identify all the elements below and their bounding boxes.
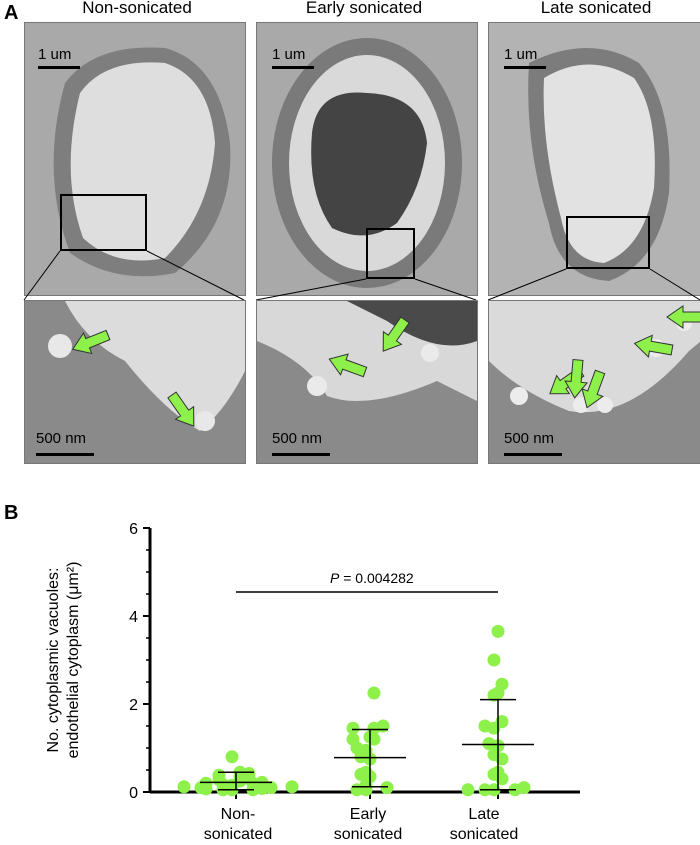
p-symbol: P bbox=[330, 570, 340, 586]
category-label-non-sonicated: Non- sonicated bbox=[178, 805, 298, 845]
zoom-box-early-sonicated bbox=[366, 228, 415, 279]
category-label-line: sonicated bbox=[449, 826, 519, 843]
em-image-late-sonicated-overview bbox=[488, 22, 700, 296]
scale-bar-top-2 bbox=[272, 66, 314, 69]
category-label-line: Early bbox=[349, 806, 387, 823]
scale-label-top-1: 1 um bbox=[38, 46, 72, 63]
data-point bbox=[199, 776, 213, 790]
data-point bbox=[225, 750, 239, 764]
data-point bbox=[495, 677, 509, 691]
data-point bbox=[517, 781, 531, 795]
scale-bar-bottom-3 bbox=[504, 453, 562, 456]
scale-bar-top-3 bbox=[504, 66, 546, 69]
data-point bbox=[487, 653, 501, 667]
scale-bar-bottom-1 bbox=[36, 453, 94, 456]
data-point bbox=[346, 732, 360, 746]
scale-label-top-3: 1 um bbox=[504, 46, 538, 63]
p-value-text: P = 0.004282 bbox=[330, 570, 414, 586]
zoom-connector-lines bbox=[23, 250, 700, 301]
data-point bbox=[380, 781, 394, 795]
column-title-early-sonicated: Early sonicated bbox=[305, 0, 423, 17]
data-point bbox=[376, 719, 390, 733]
data-point bbox=[285, 780, 299, 794]
data-point bbox=[346, 721, 360, 735]
category-label-late-sonicated: Late sonicated bbox=[424, 805, 544, 845]
scale-bar-top-1 bbox=[38, 66, 80, 69]
data-point bbox=[212, 768, 226, 782]
scale-label-bottom-3: 500 nm bbox=[504, 430, 555, 447]
panel-a-letter: A bbox=[4, 2, 19, 24]
zoom-box-non-sonicated bbox=[60, 194, 147, 251]
category-label-line: Non- bbox=[220, 806, 256, 823]
column-title-late-sonicated: Late sonicated bbox=[540, 0, 652, 17]
panel-b-letter: B bbox=[4, 502, 19, 524]
data-point bbox=[461, 783, 475, 797]
y-tick-label: 4 bbox=[129, 609, 138, 626]
data-point bbox=[491, 624, 505, 638]
category-label-line: Late bbox=[468, 806, 500, 823]
category-label-line: sonicated bbox=[203, 826, 273, 843]
scale-bar-bottom-2 bbox=[272, 453, 330, 456]
data-point bbox=[367, 686, 381, 700]
p-value: = 0.004282 bbox=[339, 570, 414, 586]
y-tick-label: 6 bbox=[129, 521, 138, 538]
category-label-line: sonicated bbox=[333, 826, 403, 843]
scale-label-bottom-2: 500 nm bbox=[272, 430, 323, 447]
em-image-early-sonicated-zoom bbox=[256, 300, 478, 464]
scale-label-bottom-1: 500 nm bbox=[36, 430, 87, 447]
data-point bbox=[177, 780, 191, 794]
column-title-non-sonicated: Non-sonicated bbox=[82, 0, 192, 17]
data-point bbox=[478, 719, 492, 733]
y-tick-label: 0 bbox=[129, 785, 138, 802]
data-point bbox=[482, 737, 496, 751]
zoom-box-late-sonicated bbox=[566, 216, 650, 269]
scale-label-top-2: 1 um bbox=[272, 46, 306, 63]
category-label-early-sonicated: Early sonicated bbox=[308, 805, 428, 845]
y-tick-label: 2 bbox=[129, 697, 138, 714]
